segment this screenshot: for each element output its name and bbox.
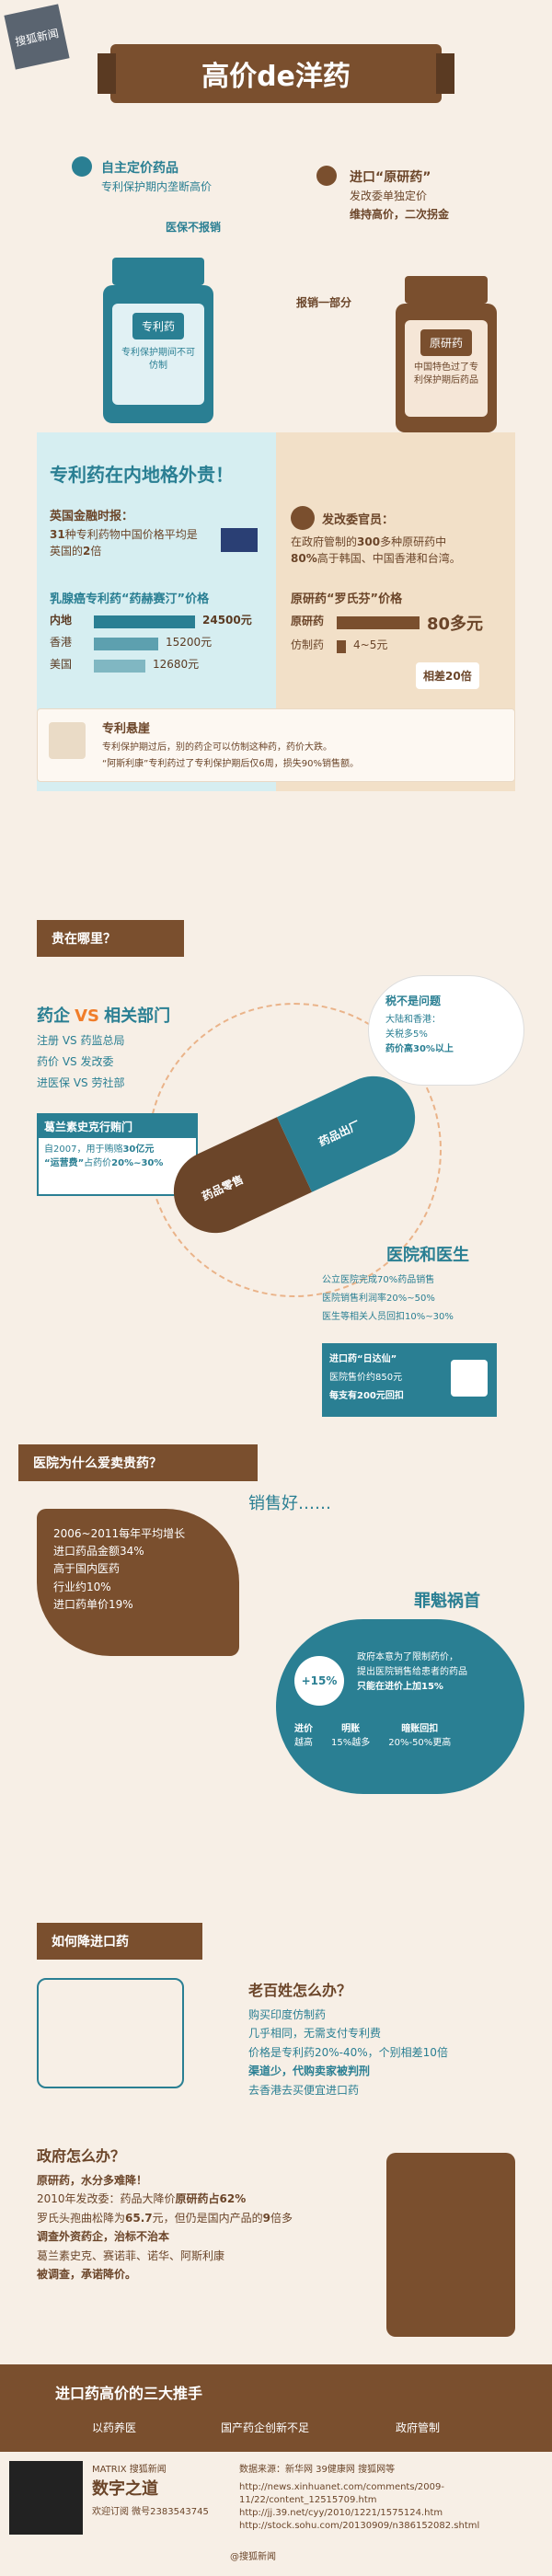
gsk-box: 葛兰素史克行贿门 自2007，用于贿赂30亿元 “运营费”占药价20%~30% xyxy=(37,1113,198,1196)
dot-icon xyxy=(316,166,337,186)
page-title: 高价de洋药 xyxy=(201,61,351,93)
comparison-panel: 专利药在内地格外贵！ 英国金融时报： 31种专利药物中国价格平均是英国的2倍 乳… xyxy=(37,432,515,791)
why-expensive-section: 贵在哪里？ 药企 VS 相关部门 注册 VS 药监总局 药价 VS 发改委 进医… xyxy=(0,902,552,1454)
hospital-expensive-section: 医院为什么爱卖贵药？ 2006~2011每年平均增长 进口药品金额34% 高于国… xyxy=(0,1435,552,1914)
plus-fifteen-icon: +15% xyxy=(294,1656,344,1706)
header: 搜狐新闻 高价de洋药 xyxy=(0,0,552,110)
section-heading: 医院为什么爱卖贵药？ xyxy=(18,1444,258,1481)
patent-bottle: 专利药 专利保护期间不可仿制 xyxy=(103,285,213,423)
reduce-price-section: 如何降进口药 老百姓怎么办？ 购买印度仿制药 几乎相同，无需支付专利费 价格是专… xyxy=(0,1923,552,2364)
culprit-cols: 进价 越高 明账 15%越多 暗账回扣 20%-50%更高 xyxy=(294,1724,452,1748)
first-aid-icon xyxy=(451,1360,488,1397)
podium-speaker-icon xyxy=(386,2153,515,2337)
section-heading: 如何降进口药 xyxy=(37,1923,202,1960)
section-headline: 专利药在内地格外贵！ xyxy=(50,464,234,486)
bottle-cap xyxy=(112,258,204,285)
cliff-icon xyxy=(49,722,86,759)
section-heading: 贵在哪里？ xyxy=(37,920,184,957)
pharma-list: 注册 VS 药监总局 药价 VS 发改委 进医保 VS 劳社部 xyxy=(37,1034,125,1089)
culprit-bubble: 罪魁祸首 +15% 政府本意为了限制药价， 提出医院销售给患者的药品 只能在进价… xyxy=(276,1592,524,1794)
people-list: 购买印度仿制药 几乎相同，无需支付专利费 价格是专利药20%-40%，个别相差1… xyxy=(248,2008,448,2097)
uk-flag-icon xyxy=(221,528,258,552)
rx-box: 进口药“日达仙” 医院售价约850元 每支有200元回扣 xyxy=(322,1343,497,1417)
original-bottle: 原研药 中国特色过了专利保护期后药品 xyxy=(396,304,497,432)
footer: MATRIX 搜狐新闻 数字之道 欢迎订阅 微号2383543745 数据来源：… xyxy=(0,2452,552,2576)
corner-badge: 搜狐新闻 xyxy=(4,4,70,70)
tax-bubble: 税不是问题 大陆和香港： 关税多5% 药价高30%以上 xyxy=(368,975,524,1086)
dot-icon xyxy=(72,156,92,177)
difference-badge: 相差20倍 xyxy=(416,662,479,689)
top-section: 自主定价药品 专利保护期内垄断高价 医保不报销 专利药 专利保护期间不可仿制 进… xyxy=(0,147,552,432)
gov-list: 原研药，水分多难降！ 2010年发改委：药品大降价原研药占62% 罗氏头孢曲松降… xyxy=(37,2174,293,2281)
qr-code-icon xyxy=(9,2461,83,2535)
bed-icon xyxy=(37,1978,184,2088)
person-icon xyxy=(291,506,315,530)
pharma-vs-departments: 药企 VS 相关部门 xyxy=(37,1006,171,1026)
bottle-cap xyxy=(405,276,488,304)
bottom-drivers: 进口药高价的三大推手 以药养医 国产药企创新不足 政府管制 xyxy=(0,2364,552,2452)
patent-cliff: 专利悬崖 专利保护期过后，别的药企可以仿制这种药，药价大跌。 “阿斯利康”专利药… xyxy=(37,708,515,782)
hospital-list: 公立医院完成70%药品销售 医院销售利润率20%~50% 医生等相关人员回扣10… xyxy=(322,1275,454,1322)
sales-bubble: 2006~2011每年平均增长 进口药品金额34% 高于国内医药 行业约10% … xyxy=(37,1509,239,1656)
